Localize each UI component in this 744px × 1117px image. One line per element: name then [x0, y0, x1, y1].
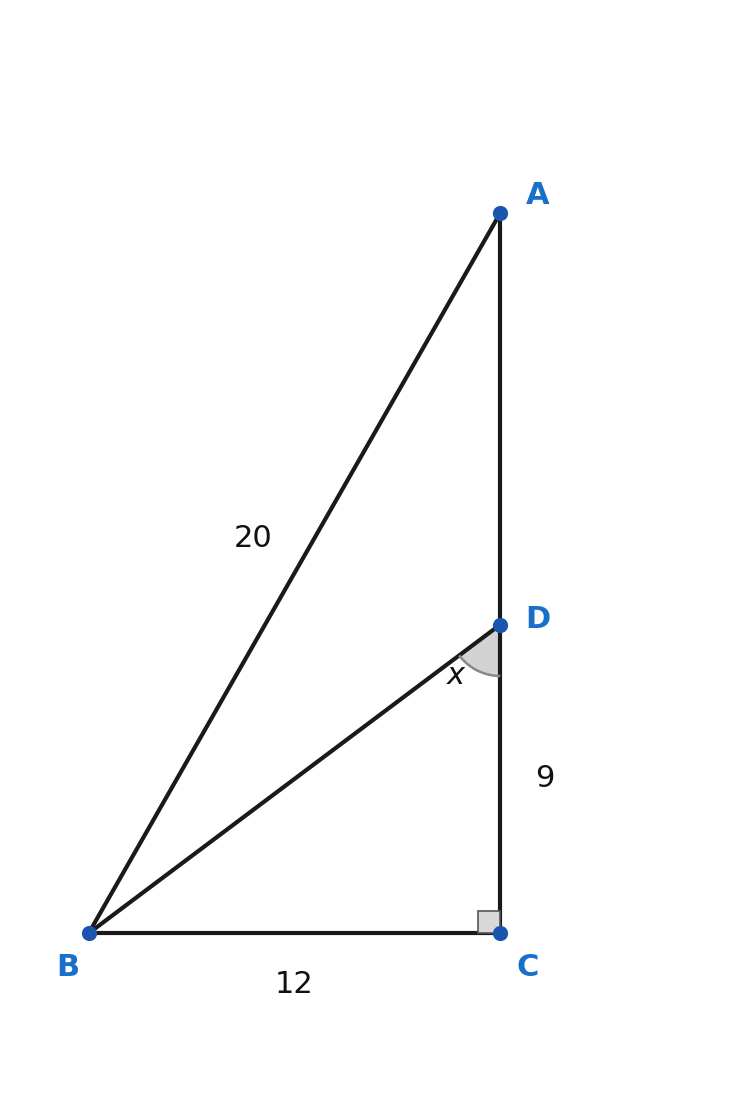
Text: x: x [446, 661, 465, 690]
Bar [478, 911, 500, 934]
Point [494, 615, 506, 633]
Text: B: B [57, 953, 80, 982]
Text: C: C [516, 953, 539, 982]
Polygon shape [459, 624, 500, 676]
Text: D: D [525, 605, 551, 633]
Text: 20: 20 [234, 524, 273, 553]
Text: A: A [526, 181, 550, 210]
Text: 12: 12 [275, 971, 314, 1000]
Point [83, 925, 94, 943]
Text: 9: 9 [535, 764, 554, 793]
Point [494, 925, 506, 943]
Point [494, 204, 506, 222]
